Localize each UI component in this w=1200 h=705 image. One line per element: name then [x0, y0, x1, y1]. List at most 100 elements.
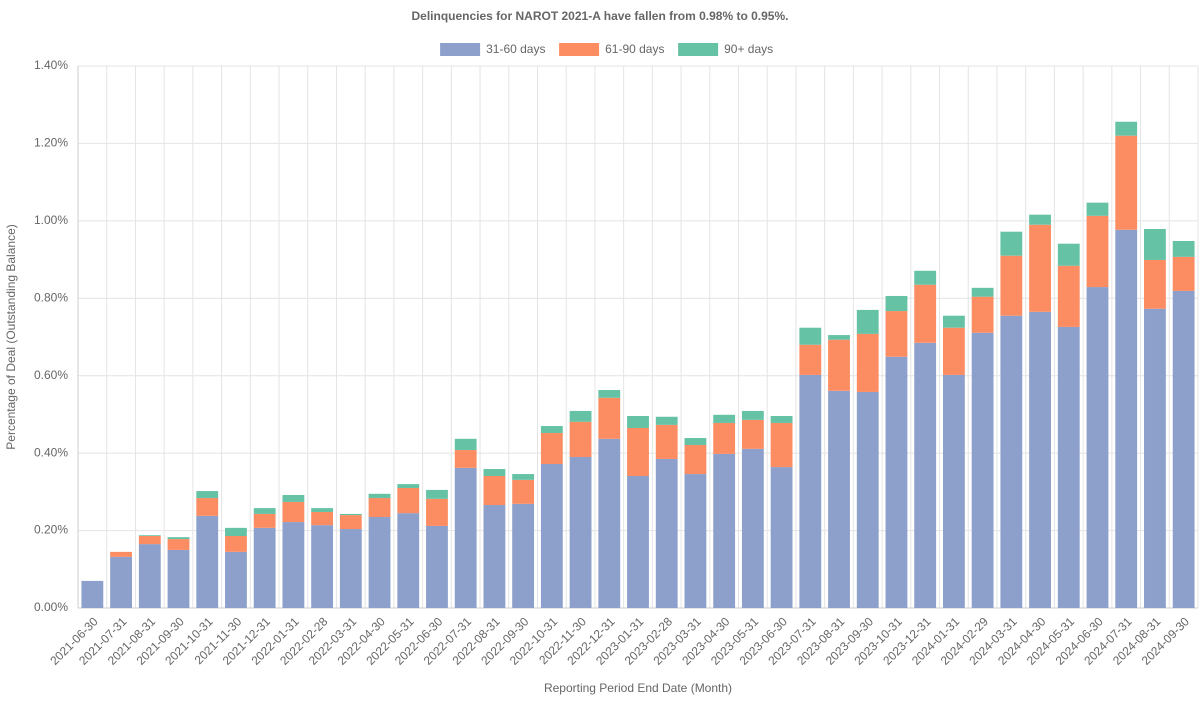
bar-segment	[942, 327, 965, 375]
bar-segment	[483, 505, 506, 608]
bar-segment	[770, 467, 793, 608]
bar-segment	[885, 295, 908, 312]
bar-segment	[598, 438, 621, 608]
bar-segment	[397, 484, 420, 488]
bar-segment	[339, 529, 362, 608]
bar-segment	[339, 513, 362, 516]
bar-segment	[1029, 311, 1051, 608]
bar-segment	[942, 374, 965, 608]
bar-segment	[655, 416, 678, 425]
bar-segment	[368, 517, 391, 608]
bar-segment	[110, 556, 132, 608]
bar-segment	[713, 453, 736, 608]
chart-title: Delinquencies for NAROT 2021-A have fall…	[411, 9, 788, 23]
bar-segment	[1057, 326, 1080, 608]
bar-segment	[512, 503, 535, 608]
bar-segment	[1144, 308, 1166, 608]
bar-segment	[167, 537, 190, 540]
bar-segment	[1029, 214, 1051, 225]
bar-segment	[454, 467, 477, 608]
bar-segment	[1057, 243, 1080, 266]
bar-segment	[741, 448, 764, 608]
bar-segment	[138, 544, 161, 608]
legend-swatch	[440, 43, 481, 56]
bar-segment	[770, 415, 793, 423]
bar-segment	[454, 450, 477, 468]
bar-segment	[540, 463, 563, 608]
bar-segment	[914, 284, 937, 343]
bar-segment	[368, 493, 391, 499]
bar-segment	[684, 474, 707, 608]
bar-segment	[627, 427, 649, 476]
bar-segment	[598, 390, 621, 398]
bar-segment	[684, 445, 707, 475]
y-tick-label: 0.80%	[34, 290, 68, 304]
bar-segment	[713, 414, 736, 423]
bar-segment	[655, 458, 678, 608]
bar-segment	[627, 415, 649, 428]
bar-segment	[196, 515, 219, 608]
bar-segment	[856, 391, 879, 608]
bar-segment	[282, 494, 305, 502]
bar-segment	[828, 390, 850, 608]
bar-segment	[627, 475, 649, 608]
legend-label: 90+ days	[724, 42, 773, 56]
bar-segment	[253, 527, 276, 608]
y-tick-label: 0.20%	[34, 523, 68, 537]
bar-segment	[540, 426, 563, 434]
bar-segment	[397, 487, 420, 514]
bar-segment	[1086, 215, 1109, 288]
bar-segment	[914, 342, 937, 608]
bar-segment	[512, 474, 535, 480]
bar-segment	[799, 327, 822, 345]
bar-segment	[1172, 256, 1195, 291]
bar-segment	[1029, 224, 1051, 312]
bar-segment	[828, 335, 850, 340]
bar-segment	[1000, 255, 1023, 316]
bar-segment	[225, 551, 247, 608]
bar-segment	[311, 525, 334, 608]
bar-segment	[1144, 259, 1166, 309]
bar-segment	[282, 522, 305, 608]
y-tick-label: 0.40%	[34, 445, 68, 459]
bar-segment	[741, 419, 764, 449]
bar-segment	[569, 410, 592, 422]
bar-segment	[81, 580, 104, 608]
legend-swatch	[559, 43, 600, 56]
bar-segment	[397, 513, 420, 608]
bar-segment	[799, 344, 822, 375]
bar-segment	[167, 549, 190, 608]
bar-segment	[454, 438, 477, 451]
bar-segment	[253, 513, 276, 528]
bar-segment	[540, 433, 563, 464]
bar-segment	[1172, 290, 1195, 608]
bar-segment	[856, 309, 879, 334]
bar-segment	[110, 551, 132, 557]
bar-segment	[1115, 135, 1138, 230]
bar-segment	[1000, 315, 1023, 608]
bar-segment	[856, 333, 879, 392]
bar-segment	[885, 311, 908, 357]
y-axis-label: Percentage of Deal (Outstanding Balance)	[4, 224, 18, 449]
bar-segment	[138, 535, 161, 536]
bar-segment	[713, 422, 736, 454]
bar-segment	[1086, 287, 1109, 608]
bar-segment	[426, 498, 448, 526]
bar-segment	[1115, 121, 1138, 136]
bar-segment	[225, 535, 247, 552]
bar-segment	[569, 457, 592, 608]
legend-label: 31-60 days	[486, 42, 545, 56]
bar-segment	[282, 501, 305, 523]
y-tick-label: 0.00%	[34, 600, 68, 614]
bar-segment	[942, 315, 965, 328]
bar-segment	[512, 479, 535, 504]
bar-segment	[167, 539, 190, 550]
bar-segment	[655, 424, 678, 459]
bar-segment	[770, 422, 793, 468]
bar-segment	[196, 498, 219, 516]
bar-segment	[483, 469, 506, 476]
legend-label: 61-90 days	[605, 42, 664, 56]
bar-segment	[1057, 265, 1080, 327]
bar-segment	[828, 339, 850, 391]
